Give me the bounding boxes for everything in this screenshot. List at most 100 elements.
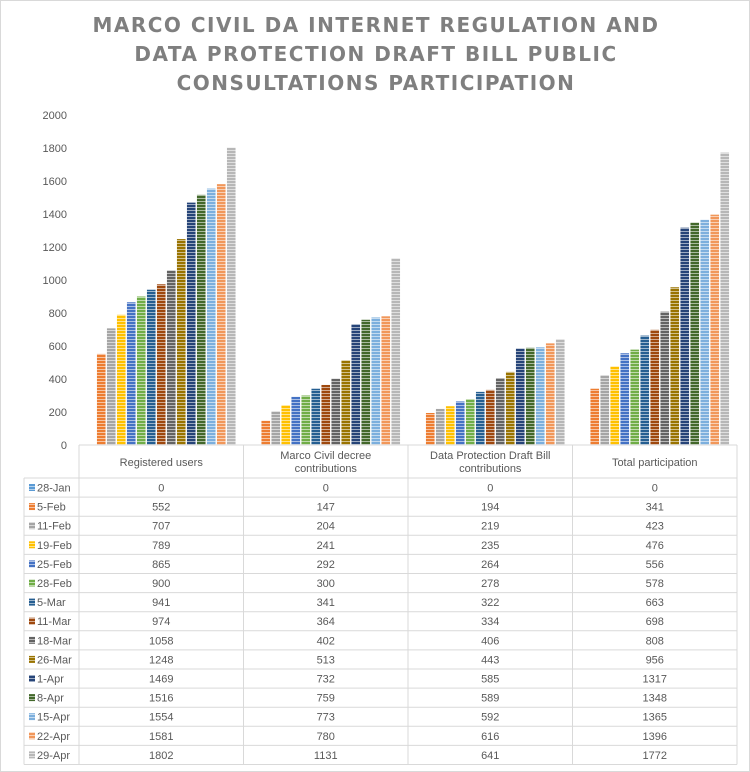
bar-18-mar (331, 378, 341, 445)
table-cell-value: 194 (481, 502, 499, 514)
legend-label: 28-Feb (37, 578, 72, 590)
table-cell-value: 219 (481, 521, 499, 533)
category-label: Data Protection Draft Bill (430, 450, 550, 462)
bar-15-apr (371, 317, 381, 445)
legend-label: 15-Apr (37, 712, 70, 724)
table-cell-value: 1554 (149, 712, 173, 724)
legend-label: 29-Apr (37, 750, 70, 762)
bar-26-mar (341, 360, 351, 445)
legend-key (29, 751, 35, 759)
category-label: Marco Civil decree (280, 450, 371, 462)
table-cell-value: 759 (317, 693, 335, 705)
legend-key (29, 732, 35, 740)
table-cell-value: 264 (481, 559, 499, 571)
table-cell-value: 732 (317, 674, 335, 686)
table-cell-value: 300 (317, 578, 335, 590)
table-cell-value: 1802 (149, 750, 173, 762)
bar-11-feb (435, 408, 445, 445)
table-cell-value: 341 (646, 502, 664, 514)
chart-title-line: CONSULTATIONS PARTICIPATION (176, 71, 576, 95)
table-cell-value: 616 (481, 731, 499, 743)
bar-26-mar (176, 239, 186, 445)
bar-11-feb (600, 375, 610, 445)
table-cell-value: 1248 (149, 654, 173, 666)
table-cell-value: 406 (481, 635, 499, 647)
table-cell-value: 641 (481, 750, 499, 762)
bar-8-apr (196, 194, 206, 445)
bar-5-mar (311, 388, 321, 445)
legend-label: 26-Mar (37, 654, 72, 666)
y-tick-label: 600 (49, 341, 67, 353)
bar-29-apr (720, 152, 730, 445)
bar-19-feb (610, 366, 620, 445)
table-cell-value: 865 (152, 559, 170, 571)
table-cell-value: 941 (152, 597, 170, 609)
table-cell-value: 556 (646, 559, 664, 571)
table-cell-value: 1348 (643, 693, 667, 705)
y-tick-label: 1000 (43, 275, 67, 287)
bar-26-mar (670, 287, 680, 445)
legend-key (29, 694, 35, 702)
table-cell-value: 789 (152, 540, 170, 552)
table-cell-value: 1131 (314, 750, 338, 762)
bar-5-feb (590, 388, 600, 445)
bar-11-mar (321, 384, 331, 445)
category-label: Total participation (612, 457, 698, 469)
table-cell-value: 0 (158, 483, 164, 495)
bar-1-apr (680, 227, 690, 445)
table-cell-value: 402 (317, 635, 335, 647)
bar-29-apr (391, 258, 401, 445)
table-cell-value: 334 (481, 616, 499, 628)
table-cell-value: 292 (317, 559, 335, 571)
y-tick-label: 1600 (43, 176, 67, 188)
legend-label: 25-Feb (37, 559, 72, 571)
bar-22-apr (710, 214, 720, 445)
bar-15-apr (206, 188, 216, 445)
bar-1-apr (515, 348, 525, 445)
bar-5-feb (261, 420, 271, 445)
bar-25-feb (126, 302, 136, 445)
chart-title: MARCO CIVIL DA INTERNET REGULATION AND D… (1, 11, 749, 98)
table-cell-value: 364 (317, 616, 335, 628)
bar-29-apr (226, 147, 236, 446)
table-cell-value: 707 (152, 521, 170, 533)
bar-22-apr (216, 184, 226, 445)
bar-11-mar (650, 329, 660, 445)
table-cell-value: 1469 (149, 674, 173, 686)
table-cell-value: 698 (646, 616, 664, 628)
y-tick-label: 400 (49, 374, 67, 386)
table-cell-value: 476 (646, 540, 664, 552)
legend-label: 22-Apr (37, 731, 70, 743)
legend-label: 19-Feb (37, 540, 72, 552)
table-cell-value: 147 (317, 502, 335, 514)
bar-22-apr (381, 316, 391, 445)
y-tick-label: 800 (49, 308, 67, 320)
bar-19-feb (116, 314, 126, 445)
legend-key (29, 579, 35, 587)
y-tick-label: 200 (49, 407, 67, 419)
category-label: contributions (295, 463, 358, 475)
table-cell-value: 663 (646, 597, 664, 609)
bar-5-mar (640, 335, 650, 445)
bar-25-feb (620, 353, 630, 445)
table-cell-value: 578 (646, 578, 664, 590)
table-cell-value: 552 (152, 502, 170, 514)
table-cell-value: 278 (481, 578, 499, 590)
bar-25-feb (455, 401, 465, 445)
table-cell-value: 1396 (643, 731, 667, 743)
legend-label: 28-Jan (37, 483, 71, 495)
bar-26-mar (505, 371, 515, 445)
table-cell-value: 204 (317, 521, 335, 533)
bar-8-apr (690, 222, 700, 445)
legend-key (29, 675, 35, 682)
table-cell-value: 1317 (643, 674, 667, 686)
table-cell-value: 0 (323, 483, 329, 495)
table-cell-value: 589 (481, 693, 499, 705)
bar-11-feb (106, 328, 116, 445)
table-cell-value: 241 (317, 540, 335, 552)
legend-label: 5-Feb (37, 502, 66, 514)
table-cell-value: 956 (646, 654, 664, 666)
bar-22-apr (545, 343, 555, 445)
bar-11-feb (271, 411, 281, 445)
